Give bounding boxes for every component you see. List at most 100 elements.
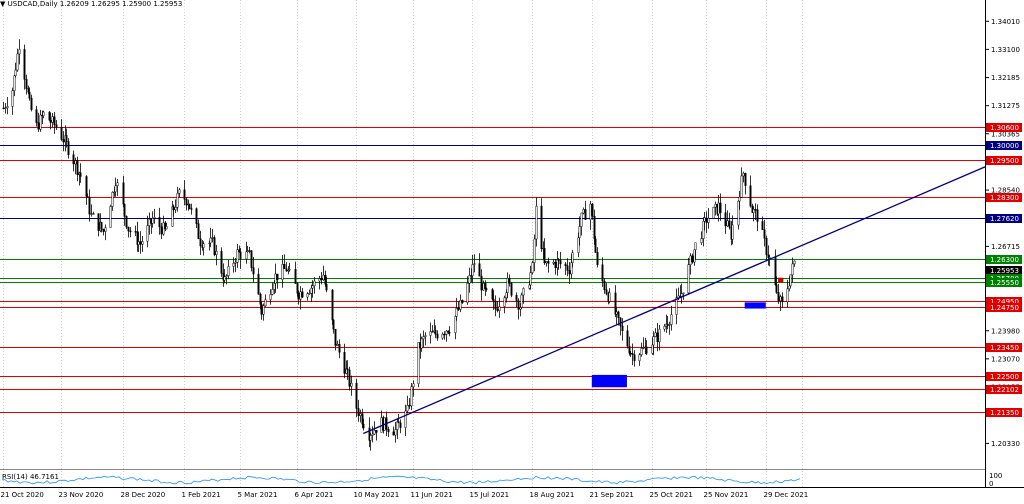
candle-body <box>148 219 151 226</box>
candle-body <box>408 405 411 407</box>
zone-rect <box>591 374 627 388</box>
candle-body <box>626 330 629 347</box>
candle-body <box>296 283 299 294</box>
candle-body <box>399 422 402 428</box>
level-label-box <box>986 297 1022 306</box>
candle-body <box>361 413 364 425</box>
candle-body <box>459 299 462 310</box>
candle-body <box>584 209 587 220</box>
candle-body <box>517 300 520 310</box>
trendline[interactable] <box>363 166 986 435</box>
candle-body <box>591 203 594 217</box>
candle-body <box>410 386 413 407</box>
candle-body <box>543 248 546 264</box>
candle-body <box>359 413 362 416</box>
candle-body <box>227 266 230 276</box>
candle-body <box>299 291 302 300</box>
candle-body <box>693 249 696 263</box>
candle-body <box>578 226 581 238</box>
candle-body <box>473 263 476 265</box>
candle-body <box>682 292 685 294</box>
candle-body <box>297 292 300 300</box>
candle-body <box>506 278 509 293</box>
candle-body <box>2 107 5 110</box>
candle-body <box>308 292 311 295</box>
level-label-box <box>986 408 1022 417</box>
rsi-label: RSI(14) 46.7161 <box>2 473 59 481</box>
candle-body <box>775 284 778 293</box>
candle-body <box>601 264 604 282</box>
level-label-box <box>986 123 1022 132</box>
candle-body <box>571 252 574 263</box>
candle-body <box>689 255 692 265</box>
candle-body <box>677 295 680 298</box>
candle-body <box>535 205 538 240</box>
candle-body <box>311 285 314 289</box>
level-label: 1.27620 <box>990 215 1019 223</box>
candle-body <box>104 227 107 232</box>
candle-body <box>190 208 193 210</box>
candle-body <box>23 49 26 80</box>
candle-body <box>92 213 95 215</box>
candle-body <box>412 383 415 387</box>
candle-body <box>540 205 543 249</box>
chart-header: ▼ USDCAD,Daily 1.26209 1.26295 1.25900 1… <box>0 0 182 10</box>
symbol-label: USDCAD,Daily <box>7 0 58 8</box>
candle-body <box>471 264 474 276</box>
candle-body <box>485 288 488 290</box>
price-axis: 1.34010 1.33100 1.32185 1.31275 1.30365 1.285… <box>985 18 1020 448</box>
candle-body <box>213 237 216 256</box>
candle-body <box>552 261 555 264</box>
candle-body <box>67 141 70 155</box>
menu-arrow-icon[interactable]: ▼ <box>0 0 6 8</box>
candle-body <box>670 314 673 325</box>
candle-body <box>211 237 214 239</box>
y-tick-label: 1.32185 <box>991 74 1020 82</box>
candle-body <box>531 262 534 273</box>
y-tick-label: 1.30365 <box>991 130 1020 138</box>
candle-body <box>65 135 68 142</box>
candle-body <box>397 421 400 424</box>
candle-body <box>252 267 255 275</box>
candle-body <box>568 270 571 275</box>
candle-body <box>271 289 274 295</box>
candle-body <box>236 249 239 263</box>
candle-body <box>27 88 30 93</box>
candle-body <box>707 218 710 223</box>
candle-body <box>178 189 181 194</box>
x-tick-label: 21 Oct 2020 <box>1 491 44 499</box>
x-tick-label: 25 Oct 2021 <box>650 491 693 499</box>
candle-body <box>273 283 276 290</box>
candle-body <box>494 300 497 310</box>
candle-body <box>457 307 460 310</box>
candle-body <box>4 107 7 109</box>
candle-body <box>577 237 580 253</box>
candle-body <box>324 274 327 285</box>
candle-body <box>48 111 51 121</box>
candle-body <box>37 122 40 130</box>
candle-body <box>763 229 766 239</box>
candle-body <box>51 116 54 123</box>
candle-body <box>691 255 694 263</box>
y-tick-label: 1.28540 <box>991 187 1020 195</box>
candle-body <box>13 75 16 91</box>
candle-body <box>332 319 335 330</box>
candle-body <box>554 261 557 268</box>
candle-body <box>520 294 523 308</box>
candle-body <box>436 333 439 339</box>
candle-body <box>628 345 631 354</box>
candle-body <box>496 308 499 311</box>
candle-body <box>281 263 284 280</box>
candle-body <box>274 273 277 284</box>
candle-body <box>777 292 780 302</box>
candle-body <box>49 119 52 123</box>
candle-body <box>394 429 397 436</box>
candle-body <box>482 283 485 291</box>
candle-body <box>522 288 525 296</box>
candle-body <box>348 369 351 387</box>
candles <box>2 39 796 451</box>
candle-body <box>116 182 119 187</box>
candle-body <box>141 241 144 245</box>
